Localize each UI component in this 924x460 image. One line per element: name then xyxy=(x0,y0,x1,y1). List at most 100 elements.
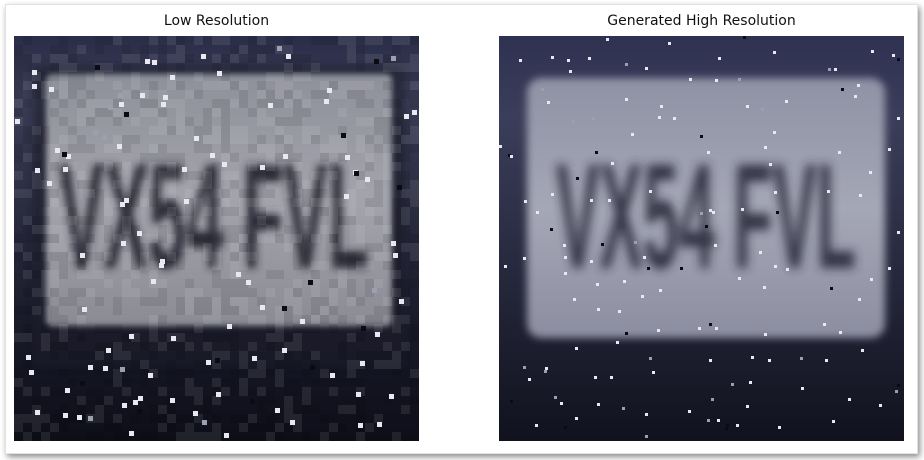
high-res-noise-speck xyxy=(717,419,720,422)
high-res-noise-speck xyxy=(715,79,718,82)
low-res-noise-speck xyxy=(77,415,82,420)
high-res-noise-speck xyxy=(774,265,777,268)
low-res-noise-speck xyxy=(300,319,305,324)
high-res-noise-speck xyxy=(711,398,714,401)
low-res-noise-speck xyxy=(210,153,215,158)
high-res-noise-speck xyxy=(892,54,895,57)
low-res-noise-speck xyxy=(145,59,150,64)
low-res-noise-speck xyxy=(151,279,156,284)
low-res-noise-speck xyxy=(356,392,361,397)
low-res-noise-speck xyxy=(117,144,122,149)
low-res-noise-speck xyxy=(47,181,52,186)
high-res-noise-speck xyxy=(709,323,712,326)
low-res-noise-speck xyxy=(66,154,71,159)
high-res-noise-speck xyxy=(848,398,851,401)
low-res-noise-speck xyxy=(121,241,126,246)
low-res-noise-speck xyxy=(106,348,111,353)
high-res-noise-speck xyxy=(528,378,531,381)
low-res-plate xyxy=(46,74,392,326)
high-res-noise-speck xyxy=(712,211,715,214)
low-res-noise-speck xyxy=(236,272,241,277)
high-res-noise-speck xyxy=(499,145,502,148)
low-res-noise-speck xyxy=(215,358,220,363)
high-res-noise-speck xyxy=(776,211,779,214)
high-res-noise-speck xyxy=(601,243,604,246)
low-res-noise-speck xyxy=(80,253,85,258)
low-res-noise-speck xyxy=(224,433,229,438)
high-res-noise-speck xyxy=(544,370,547,373)
low-res-noise-speck xyxy=(275,408,280,413)
high-res-noise-speck xyxy=(832,420,835,423)
high-res-noise-speck xyxy=(718,57,721,60)
high-res-noise-speck xyxy=(897,58,900,61)
high-res-noise-speck xyxy=(871,50,874,53)
low-res-noise-speck xyxy=(222,162,227,167)
low-res-noise-speck xyxy=(202,420,207,425)
low-res-noise-speck xyxy=(170,398,175,403)
high-res-noise-speck xyxy=(645,67,648,70)
high-res-noise-speck xyxy=(547,101,550,104)
low-res-noise-speck xyxy=(95,65,100,70)
high-res-noise-speck xyxy=(698,327,701,330)
low-res-noise-speck xyxy=(393,253,398,258)
high-res-noise-speck xyxy=(857,84,860,87)
low-res-noise-speck xyxy=(124,198,129,203)
high-res-noise-speck xyxy=(649,190,652,193)
low-res-noise-speck xyxy=(310,365,315,370)
high-res-noise-speck xyxy=(838,151,841,154)
low-res-noise-speck xyxy=(216,392,221,397)
high-res-noise-speck xyxy=(841,88,844,91)
high-res-noise-speck xyxy=(645,413,648,416)
high-res-noise-speck xyxy=(590,260,593,263)
high-res-noise-speck xyxy=(610,376,613,379)
high-res-noise-speck xyxy=(859,194,862,197)
high-res-noise-speck xyxy=(625,63,628,66)
low-res-noise-speck xyxy=(65,388,70,393)
low-res-noise-speck xyxy=(93,130,98,135)
low-res-noise-speck xyxy=(29,370,34,375)
high-res-noise-speck xyxy=(573,298,576,301)
low-res-noise-speck xyxy=(55,148,60,153)
high-res-noise-speck xyxy=(726,424,729,427)
high-res-noise-speck xyxy=(897,231,900,234)
high-res-noise-speck xyxy=(536,211,539,214)
high-res-noise-speck xyxy=(659,289,662,292)
high-res-noise-speck xyxy=(573,167,576,170)
high-res-noise-speck xyxy=(594,376,597,379)
high-res-noise-speck xyxy=(801,387,804,390)
high-res-noise-speck xyxy=(823,323,826,326)
high-res-noise-speck xyxy=(622,407,625,410)
low-res-noise-speck xyxy=(159,263,164,268)
high-res-noise-speck xyxy=(597,403,600,406)
low-res-noise-speck xyxy=(15,119,20,124)
high-res-noise-speck xyxy=(751,356,754,359)
high-res-noise-speck xyxy=(643,256,646,259)
high-res-noise-speck xyxy=(707,419,710,422)
high-res-noise-speck xyxy=(778,426,781,429)
low-res-noise-speck xyxy=(374,59,379,64)
high-res-noise-speck xyxy=(700,135,703,138)
high-res-noise-speck xyxy=(709,359,712,362)
high-res-noise-speck xyxy=(535,424,538,427)
high-res-noise-speck xyxy=(689,78,692,81)
low-res-noise-speck xyxy=(324,99,329,104)
high-res-noise-speck xyxy=(608,199,611,202)
high-res-noise-speck xyxy=(725,427,728,430)
low-res-noise-speck xyxy=(277,46,282,51)
high-res-noise-speck xyxy=(768,359,771,362)
high-res-noise-speck xyxy=(575,347,578,350)
low-res-noise-speck xyxy=(354,171,359,176)
high-res-noise-speck xyxy=(879,404,882,407)
low-res-noise-speck xyxy=(160,259,165,264)
high-res-noise-speck xyxy=(551,56,554,59)
low-res-noise-speck xyxy=(193,411,198,416)
low-res-noise-speck xyxy=(308,280,313,285)
low-res-noise-speck xyxy=(399,299,404,304)
high-res-noise-speck xyxy=(576,177,579,180)
high-res-noise-speck xyxy=(647,267,650,270)
low-res-noise-speck xyxy=(227,324,232,329)
high-res-noise-speck xyxy=(519,59,522,62)
low-res-noise-speck xyxy=(327,88,332,93)
low-res-noise-speck xyxy=(260,165,265,170)
low-res-noise-speck xyxy=(138,396,143,401)
